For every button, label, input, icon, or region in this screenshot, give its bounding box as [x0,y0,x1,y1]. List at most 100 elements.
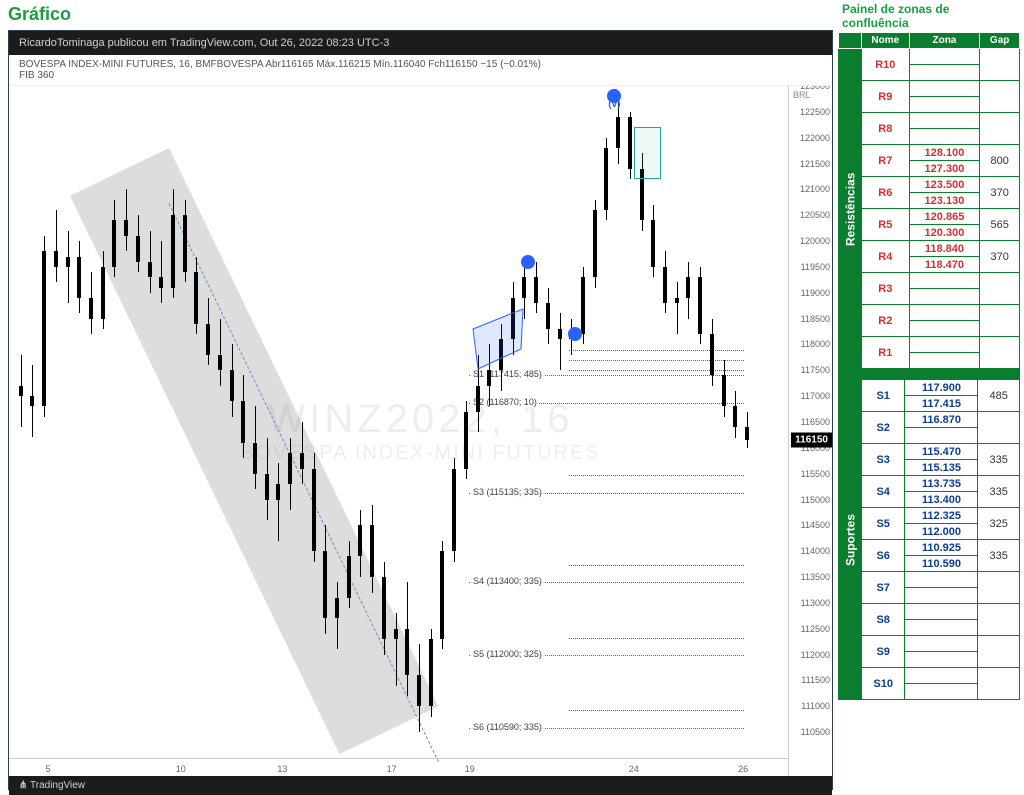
target-box [634,127,661,179]
x-tick: 17 [387,764,397,774]
zone-value [905,620,978,636]
zone-name: S8 [862,604,905,636]
candle-body [171,215,175,287]
zone-value: 127.300 [909,161,980,177]
candle-body [722,375,726,406]
candle-body [452,469,456,552]
zone-name: R10 [862,49,910,81]
candle-body [276,484,280,500]
y-tick: 116500 [801,417,830,427]
zone-gap: 800 [980,145,1020,177]
candle-body [745,427,749,440]
zone-hline [569,475,744,476]
chart-footer: ⋔ TradingView [9,776,832,795]
support-hlabel: S6 (110590; 335) [471,722,544,732]
zone-value: 123.500 [909,177,980,193]
zone-value: 112.325 [905,508,978,524]
zone-gap [978,412,1020,444]
candle-body [66,257,70,267]
zone-value: 112.000 [905,524,978,540]
zone-name: R1 [862,337,910,369]
zone-value [909,353,980,369]
zone-value [905,684,978,700]
y-tick: 119000 [801,288,830,298]
support-hlabel: S2 (116870; 10) [471,397,539,407]
y-tick: 113500 [801,572,830,582]
zone-gap: 485 [978,380,1020,412]
x-tick: 13 [277,764,287,774]
chart-header-bar: RicardoTominaga publicou em TradingView.… [9,31,832,55]
zone-value: 113.400 [905,492,978,508]
zone-value: 110.590 [905,556,978,572]
candle-body [522,277,526,298]
x-tick: 19 [465,764,475,774]
zone-value [905,636,978,652]
y-tick: 118000 [801,339,830,349]
candle-body [335,598,339,619]
zone-gap [978,668,1020,700]
zone-name: R5 [862,209,910,241]
zone-name: S4 [862,476,905,508]
zone-gap: 335 [978,540,1020,572]
chart-meta-line1: BOVESPA INDEX-MINI FUTURES, 16, BMFBOVES… [19,59,541,70]
wave-dot [568,327,582,341]
x-tick: 26 [738,764,748,774]
zone-value [909,113,980,129]
candle-body [112,220,116,267]
zone-gap: 335 [978,476,1020,508]
resistances-label: Resistências [839,49,862,369]
candle-wick [677,282,678,334]
footer-brand: TradingView [30,780,85,791]
zone-value [909,289,980,305]
candle-body [546,303,550,329]
candle-body [593,210,597,277]
candle-body [253,443,257,474]
candle-body [534,277,538,303]
y-tick: 114000 [801,546,830,556]
candle-body [663,267,667,303]
zone-hline [569,638,744,639]
y-tick: 117000 [801,391,830,401]
y-tick: 123000 [800,86,830,91]
zone-value: 128.100 [909,145,980,161]
candle-body [19,386,23,396]
candle-body [394,629,398,639]
candle-body [54,251,58,267]
chart-body[interactable]: WINZ2022, 16 BOVESPA INDEX-MINI FUTURES … [9,86,832,776]
zone-name: S5 [862,508,905,540]
zone-gap: 325 [978,508,1020,540]
zone-gap [980,49,1020,81]
zone-gap [980,113,1020,145]
candle-body [698,277,702,334]
candle-wick [56,210,57,282]
y-tick: 112000 [801,650,830,660]
zone-value [905,588,978,604]
zone-name: S9 [862,636,905,668]
zone-value [909,65,980,81]
chart-panel: RicardoTominaga publicou em TradingView.… [8,30,833,790]
zone-value [909,81,980,97]
zone-value [909,273,980,289]
panel-divider [838,369,1020,379]
y-tick: 113000 [801,598,830,608]
candle-body [30,396,34,406]
zone-name: S7 [862,572,905,604]
y-tick: 117500 [801,365,830,375]
sidebar-title: Painel de zonas de confluência [838,0,1020,32]
y-tick: 110500 [801,727,830,737]
zone-gap [978,572,1020,604]
zone-value: 115.135 [905,460,978,476]
zone-value: 120.865 [909,209,980,225]
candle-body [183,215,187,272]
plot-area[interactable]: S1 (117415; 485)S2 (116870; 10)S3 (11513… [9,86,788,758]
y-tick: 112500 [801,624,830,634]
zone-gap: 370 [980,241,1020,273]
candle-body [77,257,81,298]
confluence-panel: Painel de zonas de confluência Nome Zona… [838,0,1020,700]
zone-name: R6 [862,177,910,209]
support-hlabel: S5 (112000; 325) [471,649,544,659]
zone-value: 123.130 [909,193,980,209]
zone-name: R9 [862,81,910,113]
chart-meta: BOVESPA INDEX-MINI FUTURES, 16, BMFBOVES… [9,55,832,86]
zone-value [909,305,980,321]
